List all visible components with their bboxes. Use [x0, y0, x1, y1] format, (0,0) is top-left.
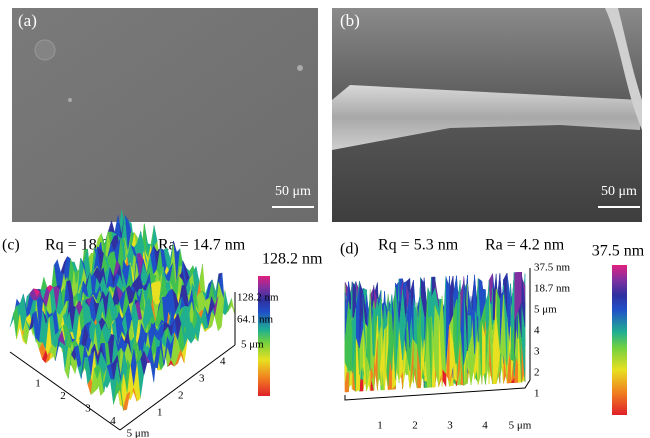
panel-label: (c) — [2, 237, 20, 254]
surface-facet — [108, 221, 115, 233]
ra: Ra = 4.2 nm — [485, 237, 565, 254]
tick-label: 18.7 nm — [534, 283, 571, 295]
tick-label: 2 — [412, 420, 418, 432]
tick-label: 5 μm — [127, 428, 150, 438]
scale-bar-label: 50 μm — [275, 184, 311, 199]
sem-image — [12, 8, 318, 222]
panel-label: (b) — [340, 11, 360, 30]
colorbar — [612, 265, 627, 415]
tick-label: 4 — [220, 356, 226, 368]
figure: (a) 50 μm (b) 50 μm (c) Rq = 18.6 nm Ra … — [0, 0, 650, 438]
colorbar-label: 128.2 nm — [262, 251, 323, 268]
panel-label: (d) — [340, 241, 359, 258]
tick-label: 1 — [377, 420, 383, 432]
tick-label: 37.5 nm — [534, 262, 571, 274]
tick-label: 4 — [482, 420, 488, 432]
tick-label: 4 — [534, 325, 540, 337]
particle — [297, 65, 303, 71]
particle — [35, 40, 55, 60]
colorbar-label: 37.5 nm — [592, 243, 645, 260]
scale-bar-label: 50 μm — [601, 184, 637, 199]
tick-label: 2 — [60, 390, 66, 402]
tick-label: 3 — [85, 403, 91, 415]
ra: Ra = 14.7 nm — [158, 237, 246, 254]
tick-label: 2 — [534, 367, 540, 379]
particle — [68, 98, 72, 102]
tick-label: 5 μm — [509, 420, 532, 432]
tick-label: 3 — [534, 346, 540, 358]
tick-label: 5 μm — [241, 339, 264, 351]
tick-label: 1 — [35, 378, 41, 390]
tick-label: 1 — [534, 388, 540, 400]
tick-label: 64.1 nm — [237, 314, 274, 326]
panel-label: (a) — [18, 11, 37, 30]
tick-label: 3 — [199, 373, 205, 385]
tick-label: 3 — [447, 420, 453, 432]
tick-label: 4 — [110, 415, 116, 427]
tick-label: 128.2 nm — [237, 292, 279, 304]
tick-label: 5 μm — [534, 304, 557, 316]
tick-label: 1 — [157, 407, 163, 419]
rq: Rq = 5.3 nm — [378, 237, 459, 254]
tick-label: 2 — [178, 390, 184, 402]
